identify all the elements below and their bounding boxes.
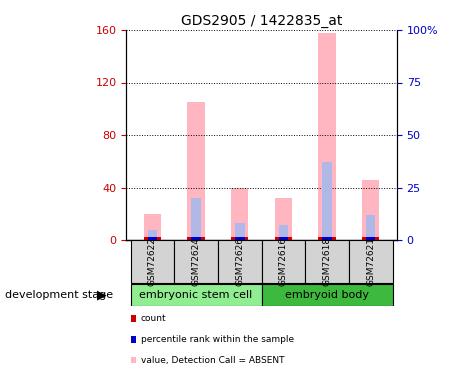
Bar	[279, 225, 288, 240]
Bar	[305, 240, 349, 283]
Text: embryoid body: embryoid body	[285, 290, 369, 300]
Bar	[144, 214, 161, 240]
Bar	[187, 237, 205, 240]
Bar	[275, 237, 292, 240]
Bar	[322, 237, 332, 240]
Bar	[187, 102, 205, 240]
Bar	[366, 215, 376, 240]
Bar	[144, 237, 161, 240]
Bar	[131, 284, 262, 306]
Bar	[218, 240, 262, 283]
Bar	[231, 188, 249, 240]
Bar	[235, 237, 244, 240]
Bar	[279, 237, 288, 240]
Bar	[366, 237, 376, 240]
Title: GDS2905 / 1422835_at: GDS2905 / 1422835_at	[181, 13, 342, 28]
Text: ▶: ▶	[97, 288, 106, 301]
Bar	[318, 33, 336, 240]
Bar	[262, 284, 392, 306]
Bar	[191, 198, 201, 240]
Text: GSM72624: GSM72624	[192, 237, 201, 286]
Bar	[174, 240, 218, 283]
Bar	[362, 237, 379, 240]
Text: development stage: development stage	[5, 290, 113, 300]
Bar	[147, 237, 157, 240]
Bar	[131, 240, 174, 283]
Bar	[322, 162, 332, 240]
Text: GSM72622: GSM72622	[148, 237, 157, 286]
Bar	[275, 198, 292, 240]
Text: value, Detection Call = ABSENT: value, Detection Call = ABSENT	[141, 356, 285, 364]
Text: count: count	[141, 314, 166, 323]
Bar	[191, 237, 201, 240]
Bar	[262, 240, 305, 283]
Bar	[349, 240, 392, 283]
Bar	[318, 237, 336, 240]
Bar	[147, 230, 157, 240]
Text: percentile rank within the sample: percentile rank within the sample	[141, 335, 294, 344]
Text: GSM72618: GSM72618	[322, 237, 331, 286]
Bar	[235, 223, 244, 240]
Text: GSM72616: GSM72616	[279, 237, 288, 286]
Bar	[231, 237, 249, 240]
Text: embryonic stem cell: embryonic stem cell	[139, 290, 253, 300]
Bar	[362, 180, 379, 240]
Text: GSM72626: GSM72626	[235, 237, 244, 286]
Text: GSM72621: GSM72621	[366, 237, 375, 286]
